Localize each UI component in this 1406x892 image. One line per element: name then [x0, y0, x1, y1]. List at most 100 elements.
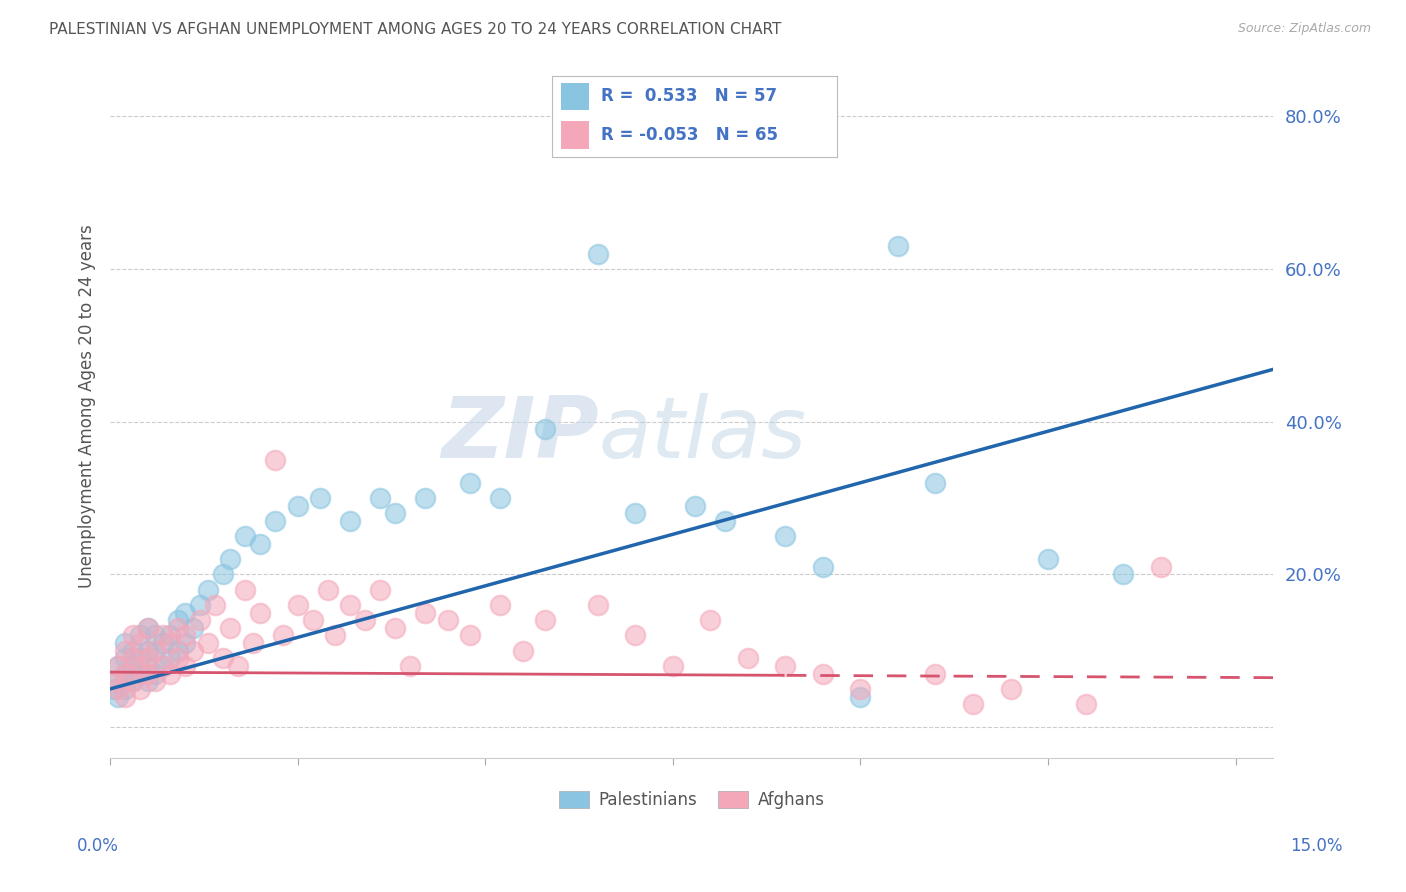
Point	[737, 651, 759, 665]
Point	[143, 674, 166, 689]
Point	[166, 644, 188, 658]
Point	[114, 666, 136, 681]
Point	[534, 613, 557, 627]
Point	[489, 491, 512, 505]
Point	[204, 598, 226, 612]
Point	[136, 621, 159, 635]
Point	[458, 628, 481, 642]
Point	[1000, 681, 1022, 696]
Point	[775, 659, 797, 673]
Point	[152, 659, 174, 673]
Y-axis label: Unemployment Among Ages 20 to 24 years: Unemployment Among Ages 20 to 24 years	[79, 225, 96, 588]
Point	[339, 514, 361, 528]
Point	[924, 666, 946, 681]
Point	[384, 621, 406, 635]
Legend: Palestinians, Afghans: Palestinians, Afghans	[553, 785, 831, 816]
Point	[662, 659, 685, 673]
Point	[811, 559, 834, 574]
Point	[249, 537, 271, 551]
Point	[121, 674, 143, 689]
Point	[107, 690, 129, 704]
Point	[586, 246, 609, 260]
Point	[197, 636, 219, 650]
Point	[1149, 559, 1171, 574]
Point	[188, 598, 211, 612]
Point	[316, 582, 339, 597]
Point	[174, 606, 197, 620]
Point	[121, 644, 143, 658]
Point	[181, 644, 204, 658]
Text: PALESTINIAN VS AFGHAN UNEMPLOYMENT AMONG AGES 20 TO 24 YEARS CORRELATION CHART: PALESTINIAN VS AFGHAN UNEMPLOYMENT AMONG…	[49, 22, 782, 37]
Point	[887, 239, 910, 253]
Point	[136, 666, 159, 681]
Point	[489, 598, 512, 612]
Point	[174, 636, 197, 650]
Point	[211, 567, 233, 582]
Point	[211, 651, 233, 665]
Point	[458, 475, 481, 490]
Point	[301, 613, 323, 627]
Point	[714, 514, 737, 528]
Point	[287, 598, 309, 612]
Point	[136, 621, 159, 635]
Point	[152, 628, 174, 642]
Point	[188, 613, 211, 627]
Point	[181, 621, 204, 635]
Point	[413, 491, 436, 505]
Text: 15.0%: 15.0%	[1291, 837, 1343, 855]
Point	[136, 644, 159, 658]
Point	[962, 697, 984, 711]
Point	[368, 491, 391, 505]
Point	[166, 621, 188, 635]
Point	[143, 644, 166, 658]
Point	[159, 636, 181, 650]
Point	[1036, 552, 1059, 566]
Text: 0.0%: 0.0%	[77, 837, 120, 855]
Point	[114, 636, 136, 650]
Point	[249, 606, 271, 620]
Point	[512, 644, 534, 658]
Text: ZIP: ZIP	[441, 393, 599, 476]
Point	[121, 628, 143, 642]
Point	[586, 598, 609, 612]
Point	[264, 514, 287, 528]
Point	[436, 613, 458, 627]
Point	[143, 628, 166, 642]
Point	[624, 628, 647, 642]
Point	[103, 681, 125, 696]
Point	[166, 613, 188, 627]
Point	[143, 644, 166, 658]
Point	[136, 651, 159, 665]
Point	[354, 613, 377, 627]
Point	[413, 606, 436, 620]
Point	[775, 529, 797, 543]
Point	[152, 636, 174, 650]
Point	[242, 636, 264, 650]
Point	[1112, 567, 1135, 582]
Point	[159, 628, 181, 642]
Point	[159, 651, 181, 665]
Point	[107, 659, 129, 673]
Point	[368, 582, 391, 597]
Point	[174, 659, 197, 673]
Point	[136, 674, 159, 689]
Point	[159, 666, 181, 681]
Point	[129, 651, 152, 665]
Point	[129, 636, 152, 650]
Point	[287, 499, 309, 513]
Point	[129, 681, 152, 696]
Point	[219, 552, 242, 566]
Point	[339, 598, 361, 612]
Point	[685, 499, 707, 513]
Point	[197, 582, 219, 597]
Point	[624, 506, 647, 520]
Point	[309, 491, 332, 505]
Point	[143, 666, 166, 681]
Point	[233, 529, 256, 543]
Point	[114, 690, 136, 704]
Point	[534, 422, 557, 436]
Point	[114, 644, 136, 658]
Point	[129, 666, 152, 681]
Point	[121, 659, 143, 673]
Point	[114, 666, 136, 681]
